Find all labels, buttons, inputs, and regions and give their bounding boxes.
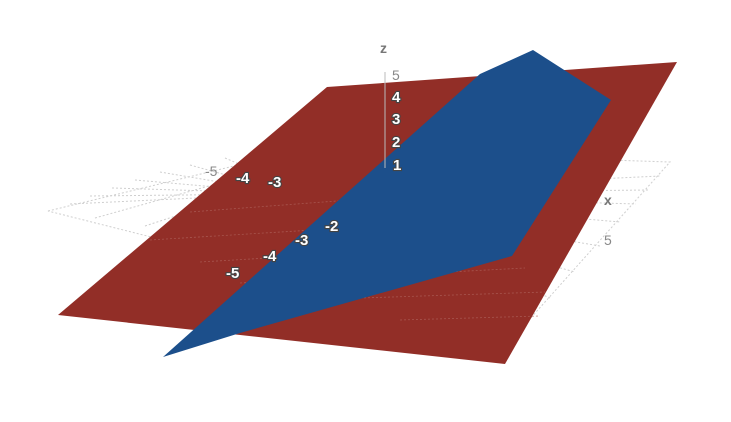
z-tick-3: 3 <box>392 111 400 128</box>
back-tick-neg3: -3 <box>268 174 281 191</box>
y-tick-neg2: -2 <box>325 218 338 235</box>
back-tick-neg5: -5 <box>205 163 218 179</box>
y-tick-neg5: -5 <box>226 265 239 282</box>
x-tick-5: 5 <box>604 232 612 248</box>
z-tick-5: 5 <box>392 67 400 83</box>
z-tick-4: 4 <box>392 89 401 106</box>
z-tick-1: 1 <box>393 157 401 174</box>
y-tick-neg3: -3 <box>295 232 308 249</box>
x-axis-label: x <box>604 192 612 208</box>
y-tick-neg4: -4 <box>263 248 277 265</box>
back-tick-neg4: -4 <box>236 170 250 187</box>
z-axis-label: z <box>380 40 387 56</box>
z-tick-2: 2 <box>392 134 400 151</box>
